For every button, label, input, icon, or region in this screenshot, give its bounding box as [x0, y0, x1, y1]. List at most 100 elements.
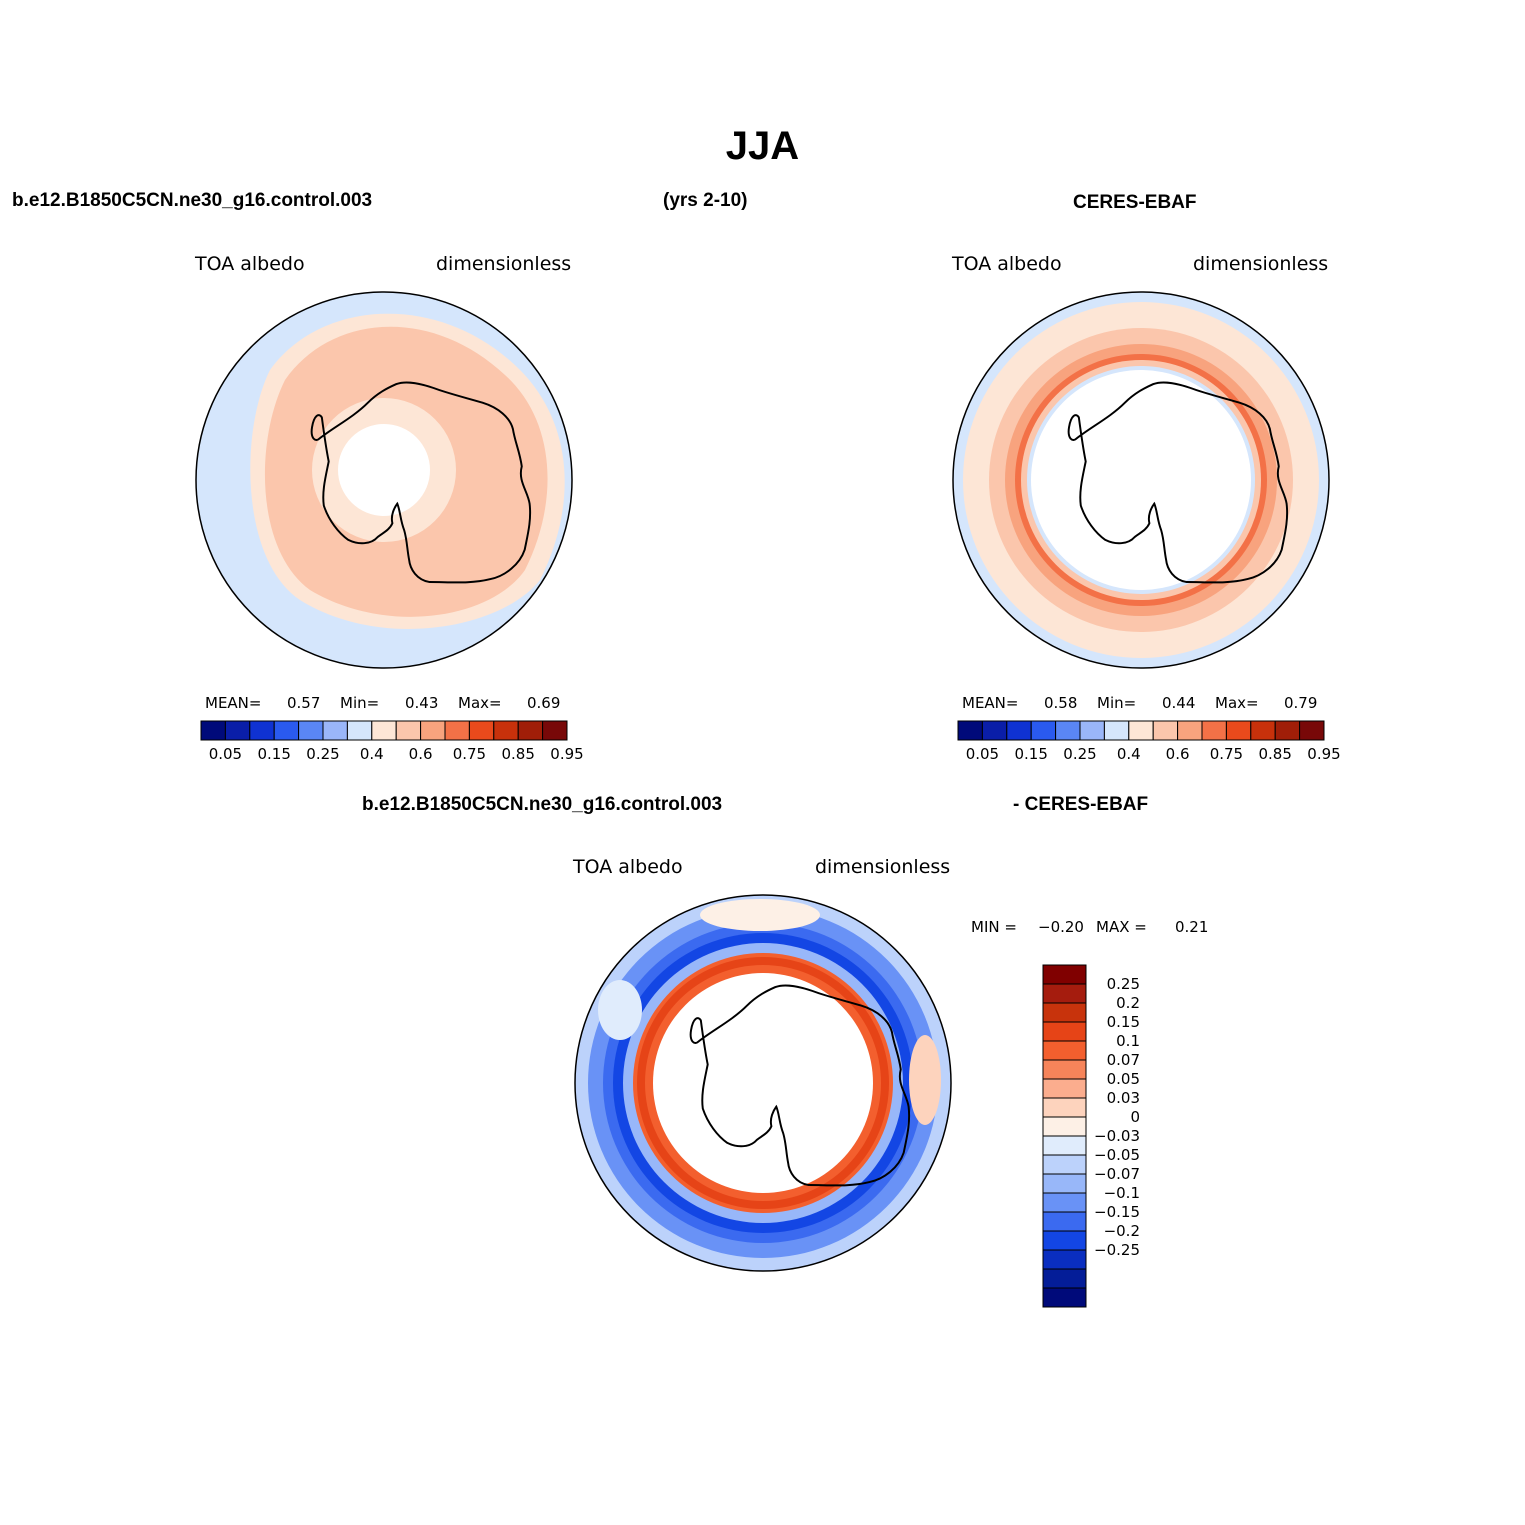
colorbar-panel2-swatch [1299, 720, 1325, 741]
colorbar-panel2-tick-label: 0.25 [1063, 745, 1097, 763]
colorbar-panel1-tick-label: 0.6 [408, 745, 433, 763]
panel2-min: 0.44 [1162, 694, 1196, 712]
colorbar-panel2-tick-label: 0.05 [965, 745, 1000, 763]
panel3-max: 0.21 [1175, 918, 1209, 936]
colorbar-diff-swatch [1042, 983, 1087, 1004]
colorbar-diff-tick-label: 0.1 [1116, 1032, 1140, 1050]
colorbar-diff-swatch [1042, 1211, 1087, 1232]
colorbar-panel2-swatch [1201, 720, 1227, 741]
panel1-min-label: Min= [340, 694, 380, 712]
colorbar-diff-tick-label: 0 [1130, 1108, 1140, 1126]
panel3-min-label: MIN = [971, 918, 1017, 936]
colorbar-panel2-tick-label: 0.6 [1165, 745, 1190, 763]
colorbar-panel1-swatch [249, 720, 275, 741]
panel1-mean-label: MEAN= [205, 694, 262, 712]
panel1-min: 0.43 [405, 694, 439, 712]
panel2-units: dimensionless [1193, 253, 1329, 275]
panel1-map [195, 291, 573, 669]
colorbar-diff-swatch [1042, 1002, 1087, 1023]
obs-label-top: CERES-EBAF [1073, 192, 1197, 213]
colorbar-diff-swatch [1042, 1287, 1087, 1308]
colorbar-diff-swatch [1042, 1135, 1087, 1156]
colorbar-panel2-swatch [957, 720, 983, 741]
colorbar-panel1-swatch [395, 720, 422, 741]
colorbar-panel1-swatch [224, 720, 251, 741]
panel1-max: 0.69 [527, 694, 561, 712]
colorbar-diff-swatch [1042, 1040, 1087, 1061]
panel2-variable: TOA albedo [952, 253, 1062, 275]
colorbar-panel1-swatch [273, 720, 300, 741]
panel2-mean-label: MEAN= [962, 694, 1019, 712]
colorbar-diff-tick-label: −0.25 [1094, 1241, 1140, 1259]
colorbar-diff-swatch [1042, 1154, 1087, 1175]
colorbar-diff-swatch [1042, 1097, 1087, 1118]
colorbar-diff-tick-label: 0.05 [1106, 1070, 1140, 1088]
colorbar-panel2-swatch [981, 720, 1008, 741]
colorbar-panel2-tick-label: 0.75 [1209, 745, 1244, 763]
colorbar-diff-tick-label: −0.2 [1103, 1222, 1140, 1240]
colorbar-panel1-tick-label: 0.95 [550, 745, 584, 763]
panel2-max: 0.79 [1284, 694, 1318, 712]
panel2-min-label: Min= [1097, 694, 1137, 712]
colorbar-panel1-swatch [444, 720, 470, 741]
colorbar-panel2-swatch [1250, 720, 1276, 741]
panel2-mean: 0.58 [1044, 694, 1078, 712]
colorbar-panel1-tick-label: 0.05 [208, 745, 243, 763]
colorbar-panel1-swatch [420, 720, 446, 741]
colorbar-panel2-swatch [1128, 720, 1154, 741]
colorbar-diff-swatch [1042, 1173, 1087, 1194]
colorbar-diff-tick-label: 0.07 [1106, 1051, 1140, 1069]
panel1-variable: TOA albedo [195, 253, 305, 275]
figure-title: JJA [725, 124, 800, 168]
colorbar-panel1-swatch [200, 720, 226, 741]
panel3-max-label: MAX = [1096, 918, 1147, 936]
colorbar-panel1-swatch [298, 720, 324, 741]
colorbar-diff-swatch [1042, 1192, 1087, 1213]
case-label-top: b.e12.B1850C5CN.ne30_g16.control.003 [12, 190, 373, 211]
case-label-bottom: b.e12.B1850C5CN.ne30_g16.control.003 [362, 794, 723, 815]
colorbar-panel1-swatch [322, 720, 348, 741]
colorbar-diff-tick-label: 0.03 [1106, 1089, 1140, 1107]
colorbar-panel2-tick-label: 0.15 [1014, 745, 1048, 763]
colorbar-diff-tick-label: −0.03 [1094, 1127, 1140, 1145]
colorbar-panel1-swatch [542, 720, 568, 741]
colorbar-diff-tick-label: −0.07 [1094, 1165, 1140, 1183]
colorbar-panel1-swatch [371, 720, 397, 741]
panel2-map [952, 291, 1330, 669]
colorbar-panel1-swatch [346, 720, 373, 741]
colorbar-panel1-swatch [517, 720, 544, 741]
colorbar-diff-swatch [1042, 1268, 1087, 1289]
colorbar-panel2-tick-label: 0.4 [1116, 745, 1141, 763]
colorbar-panel2-tick-label: 0.95 [1307, 745, 1341, 763]
years-label: (yrs 2-10) [663, 190, 748, 211]
colorbar-diff-tick-label: −0.05 [1094, 1146, 1140, 1164]
colorbar-diff-swatch [1042, 1059, 1087, 1080]
colorbar-panel2-swatch [1103, 720, 1130, 741]
panel2-max-label: Max= [1215, 694, 1259, 712]
colorbar-panel2-tick-label: 0.85 [1258, 745, 1292, 763]
colorbar-diff-swatch [1042, 1116, 1087, 1137]
colorbar-diff-tick-label: 0.25 [1106, 975, 1140, 993]
obs-label-bottom: - CERES-EBAF [1013, 794, 1149, 815]
colorbar-panel2-swatch [1274, 720, 1301, 741]
panel3-variable: TOA albedo [573, 856, 683, 878]
colorbar-panel2-swatch [1079, 720, 1105, 741]
colorbar-diff-tick-label: 0.2 [1116, 994, 1140, 1012]
colorbar-diff-swatch [1042, 1230, 1087, 1251]
colorbar-diff-tick-label: 0.15 [1106, 1013, 1140, 1031]
colorbar-panel2-swatch [1152, 720, 1179, 741]
panel3-units: dimensionless [815, 856, 951, 878]
colorbar-panel2-swatch [1030, 720, 1057, 741]
panel1-units: dimensionless [436, 253, 572, 275]
colorbar-panel1-swatch [493, 720, 519, 741]
panel1-mean: 0.57 [287, 694, 321, 712]
colorbar-panel1-tick-label: 0.4 [359, 745, 384, 763]
colorbar-panel2-swatch [1006, 720, 1032, 741]
colorbar-panel2 [957, 720, 1325, 741]
colorbar-panel1-tick-label: 0.75 [452, 745, 487, 763]
colorbar-diff [1042, 964, 1087, 1308]
colorbar-panel2-swatch [1177, 720, 1203, 741]
colorbar-diff-swatch [1042, 1078, 1087, 1099]
colorbar-panel1-tick-label: 0.15 [257, 745, 291, 763]
